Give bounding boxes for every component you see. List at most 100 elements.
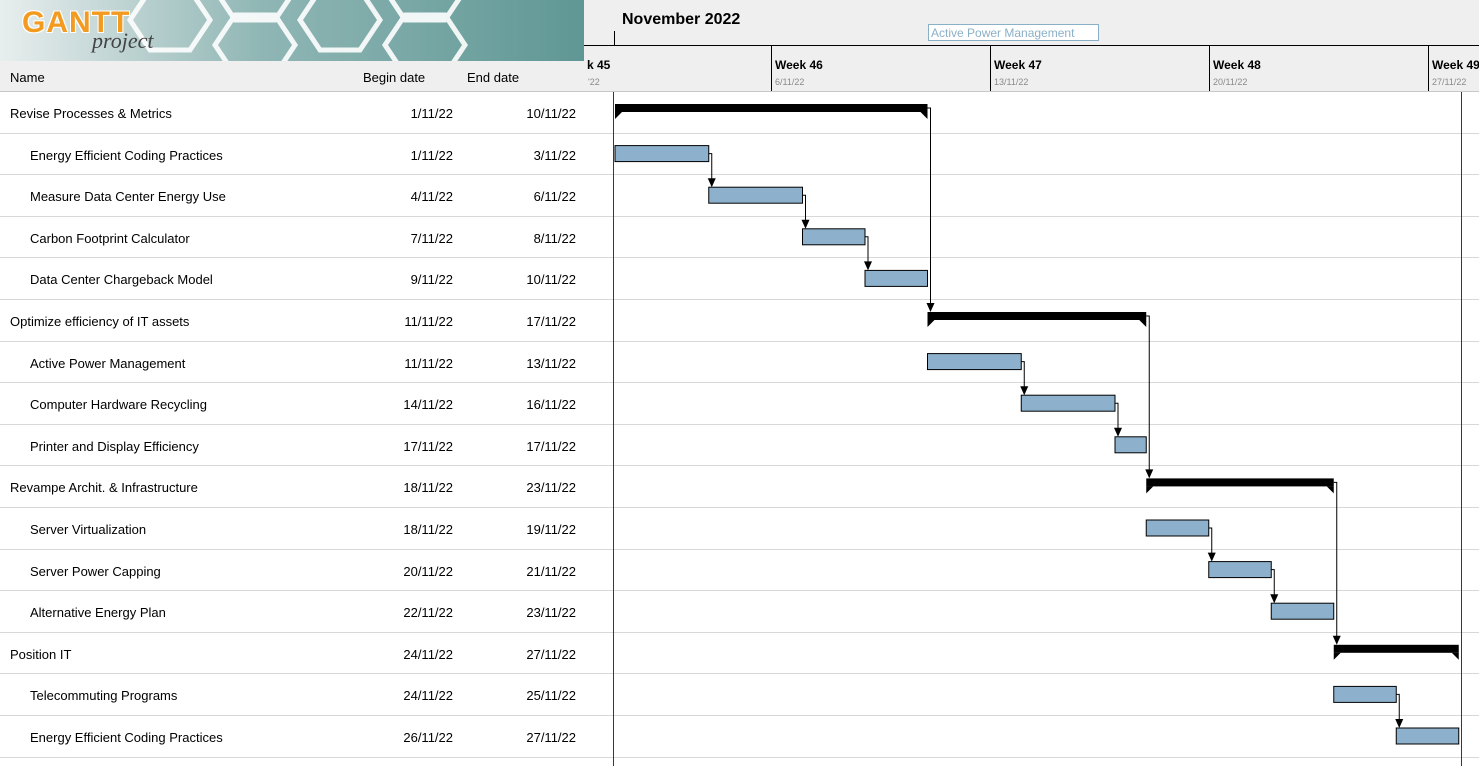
task-bar[interactable] [1395,727,1460,745]
table-row[interactable]: Carbon Footprint Calculator 7/11/22 8/11/2… [0,217,584,259]
month-divider [584,45,1479,46]
dependency-arrow-head [801,219,810,229]
summary-bar-right-cap[interactable] [920,112,928,119]
summary-bar-right-cap[interactable] [1139,320,1147,327]
table-row[interactable]: Active Power Management 11/11/22 13/11/22 [0,342,584,384]
task-end-date: 27/11/22 [526,646,576,662]
summary-bar[interactable] [1146,478,1334,487]
table-row[interactable]: Energy Efficient Coding Practices 26/11/2… [0,716,584,758]
chart-row [584,425,1479,467]
chart-row [584,716,1479,758]
task-table-header: Name Begin date End date [0,61,584,92]
task-name[interactable]: Revise Processes & Metrics [10,106,172,121]
task-end-date: 23/11/22 [526,605,576,621]
table-row[interactable]: Data Center Chargeback Model 9/11/22 10/11… [0,258,584,300]
task-bar[interactable] [864,269,928,287]
task-name[interactable]: Revampe Archit. & Infrastructure [10,480,198,496]
task-name[interactable]: Measure Data Center Energy Use [30,189,226,205]
summary-bar[interactable] [927,312,1147,320]
table-row[interactable]: Revampe Archit. & Infrastructure 18/11/22… [0,466,584,508]
task-end-date: 8/11/22 [533,230,576,246]
task-bar[interactable] [802,228,866,246]
task-bar[interactable] [1208,561,1272,579]
task-name[interactable]: Telecommuting Programs [30,688,178,704]
summary-bar-left-cap[interactable] [1333,652,1341,660]
task-name[interactable]: Alternative Energy Plan [30,605,166,621]
task-begin-date: 18/11/22 [403,522,453,537]
chart-row [584,383,1479,425]
summary-bar[interactable] [1333,644,1459,653]
task-bar[interactable] [1270,602,1335,620]
gantt-chart-area[interactable] [584,92,1479,766]
task-begin-date: 11/11/22 [404,355,453,371]
task-begin-date: 24/11/22 [403,688,453,704]
task-bar[interactable] [708,186,803,204]
task-bar[interactable] [927,353,1022,371]
table-row[interactable]: Server Virtualization 18/11/22 19/11/22 [0,508,584,550]
dependency-arrow [1146,315,1150,473]
task-end-date: 3/11/22 [533,147,576,163]
table-row[interactable]: Optimize efficiency of IT assets 11/11/22… [0,300,584,342]
table-row[interactable]: Energy Efficient Coding Practices 1/11/22… [0,134,584,176]
column-header-name[interactable]: Name [10,70,45,85]
task-name[interactable]: Printer and Display Efficiency [30,438,199,454]
dependency-arrow [1396,693,1400,722]
column-header-begin-date[interactable]: Begin date [363,70,426,85]
task-name[interactable]: Data Center Chargeback Model [30,272,213,288]
task-end-date: 19/11/22 [526,522,576,537]
week-column-header: Week 49 27/11/22 [1428,46,1479,91]
task-bar[interactable] [1333,685,1397,703]
table-row[interactable]: Position IT 24/11/22 27/11/22 [0,633,584,675]
dependency-arrow [927,107,931,306]
task-name[interactable]: Active Power Management [30,355,186,371]
week-column-header: Week 46 6/11/22 [771,46,823,91]
task-bar[interactable] [1114,436,1147,454]
week-label: Week 49 [1432,58,1479,72]
table-row[interactable]: Computer Hardware Recycling 14/11/22 16/11… [0,383,584,425]
chart-row [584,217,1479,259]
task-end-date: 21/11/22 [526,563,576,579]
task-name[interactable]: Server Power Capping [30,563,161,579]
dependency-arrow-head [1395,719,1404,728]
table-row[interactable]: Alternative Energy Plan 22/11/22 23/11/22 [0,591,584,633]
dependency-arrow [708,153,713,182]
table-row[interactable]: Server Power Capping 20/11/22 21/11/22 [0,550,584,592]
task-bar[interactable] [1020,394,1116,412]
timeline-boundary-line [1461,92,1462,766]
week-date: '22 [588,77,600,87]
task-bar[interactable] [614,145,710,163]
dependency-arrow-head [707,178,716,188]
summary-bar-left-cap[interactable] [927,320,935,327]
task-name[interactable]: Energy Efficient Coding Practices [30,730,223,745]
table-row[interactable]: Measure Data Center Energy Use 4/11/22 6/1… [0,175,584,217]
summary-bar-left-cap[interactable] [615,112,622,119]
summary-bar-left-cap[interactable] [1146,486,1154,494]
month-tick [614,31,615,45]
task-name[interactable]: Energy Efficient Coding Practices [30,147,223,163]
table-row[interactable]: Printer and Display Efficiency 17/11/22 17… [0,425,584,467]
chart-row [584,466,1479,508]
dependency-arrow-head [926,303,935,312]
task-name[interactable]: Position IT [10,646,72,662]
summary-bar-right-cap[interactable] [1451,652,1459,660]
task-begin-date: 26/11/22 [403,730,453,745]
task-name[interactable]: Carbon Footprint Calculator [30,230,190,246]
task-name[interactable]: Server Virtualization [30,522,147,537]
summary-bar[interactable] [615,104,928,112]
week-label: Week 48 [1213,58,1261,72]
task-bar[interactable] [1145,519,1210,537]
task-end-date: 13/11/22 [526,355,576,371]
task-end-date: 10/11/22 [526,106,576,121]
task-name[interactable]: Optimize efficiency of IT assets [10,314,190,329]
table-row[interactable]: Telecommuting Programs 24/11/22 25/11/22 [0,674,584,716]
task-begin-date: 7/11/22 [410,230,453,246]
dependency-arrow [865,236,869,265]
summary-bar-right-cap[interactable] [1326,486,1334,494]
dependency-arrow-head [1145,469,1154,479]
task-name[interactable]: Computer Hardware Recycling [30,397,208,413]
task-end-date: 17/11/22 [526,438,576,454]
chart-row [584,342,1479,384]
table-row[interactable]: Revise Processes & Metrics 1/11/22 10/11/2… [0,92,584,134]
dependency-arrow [1271,569,1275,598]
column-header-end-date[interactable]: End date [467,70,520,85]
